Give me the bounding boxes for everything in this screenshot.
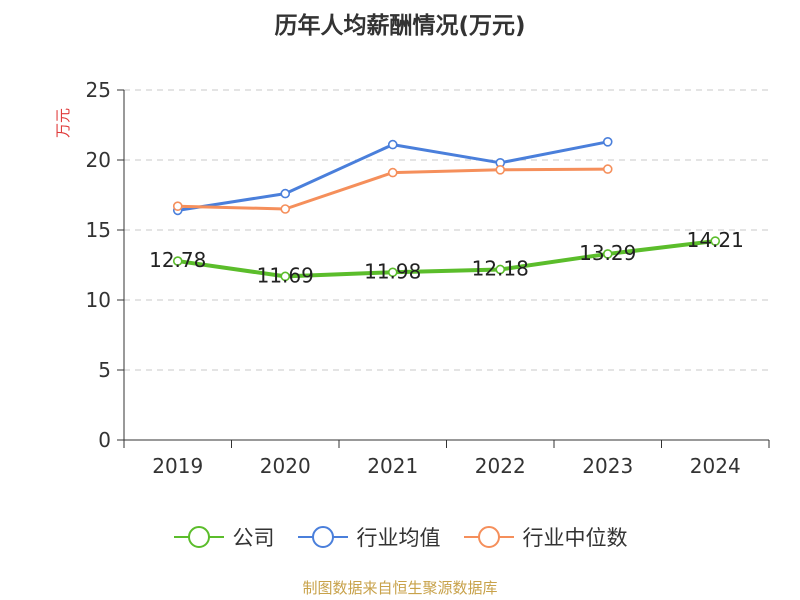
data-point <box>387 167 398 178</box>
chart-title: 历年人均薪酬情况(万元) <box>274 13 526 39</box>
y-tick-label: 25 <box>86 78 111 102</box>
data-point <box>495 165 506 175</box>
x-tick-label: 2020 <box>260 454 311 478</box>
data-point <box>280 188 291 199</box>
legend-label: 行业均值 <box>356 526 441 550</box>
legend-swatch-marker <box>311 526 334 548</box>
x-tick-label: 2021 <box>367 454 418 478</box>
y-axis-title: 万元 <box>54 108 72 138</box>
series-line <box>175 239 718 279</box>
data-label: 11.98 <box>364 259 421 283</box>
data-label: 11.69 <box>257 263 314 287</box>
x-tick-label: 2024 <box>690 454 741 478</box>
legend-swatch-icon <box>173 526 224 548</box>
axes: 0 5 10 15 20 25 2019 2020 2021 2022 2023 2024 万元 <box>54 78 770 478</box>
y-tick-label: 15 <box>86 218 111 242</box>
data-point <box>387 139 398 150</box>
data-point <box>280 204 291 214</box>
legend-swatch-icon <box>463 526 514 548</box>
legend-item[interactable]: 公司 <box>173 522 275 552</box>
source-note: 制图数据来自恒生聚源数据库 <box>302 579 498 597</box>
data-label: 12.78 <box>149 248 206 272</box>
legend-label: 公司 <box>232 526 275 550</box>
legend: 公司 行业均值 行业中位数 <box>0 520 800 554</box>
series-lines <box>172 137 721 282</box>
legend-item[interactable]: 行业中位数 <box>463 522 628 552</box>
data-labels: 12.78 11.69 11.98 12.18 13.29 14.21 <box>149 228 744 287</box>
data-label: 14.21 <box>687 228 744 252</box>
x-tick-label: 2019 <box>152 454 203 478</box>
grid-lines <box>124 89 769 371</box>
data-point <box>602 137 613 147</box>
data-point <box>602 249 613 259</box>
x-tick-label: 2023 <box>582 454 633 478</box>
y-tick-label: 10 <box>86 288 111 312</box>
legend-item[interactable]: 行业均值 <box>297 522 441 552</box>
data-point <box>710 236 721 246</box>
data-point <box>172 201 183 211</box>
x-tick-label: 2022 <box>475 454 526 478</box>
legend-swatch-icon <box>297 526 348 548</box>
y-tick-label: 5 <box>98 358 111 382</box>
data-label: 13.29 <box>579 241 636 265</box>
legend-swatch-marker <box>187 526 210 548</box>
legend-swatch-marker <box>477 526 500 548</box>
data-point <box>495 264 506 275</box>
legend-label: 行业中位数 <box>522 526 628 550</box>
data-label: 12.18 <box>472 256 529 280</box>
y-tick-label: 20 <box>86 148 111 172</box>
data-point <box>172 256 183 266</box>
data-point <box>280 271 291 282</box>
data-point <box>387 267 398 278</box>
y-tick-label: 0 <box>98 428 111 452</box>
data-point <box>602 164 613 174</box>
